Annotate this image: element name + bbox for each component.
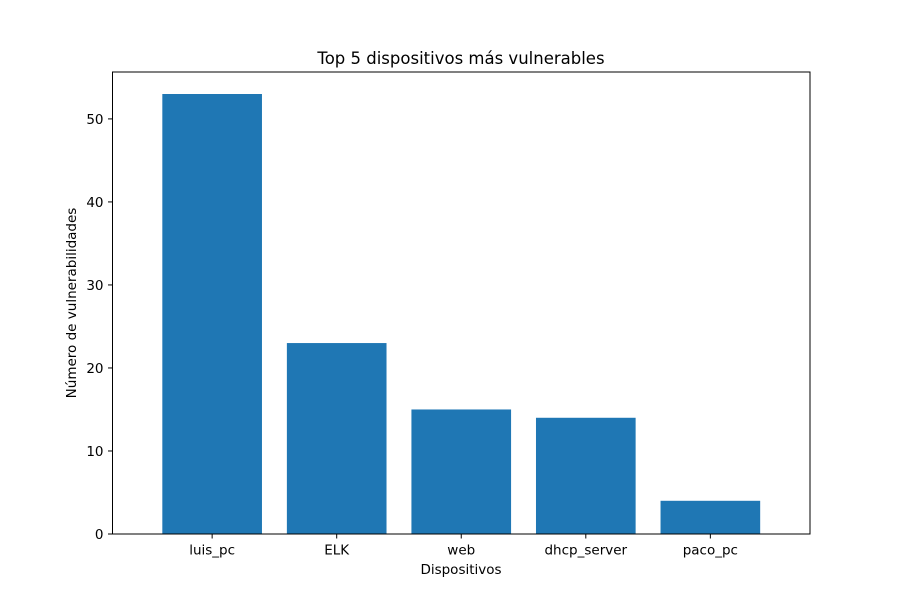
- bars: [162, 94, 761, 534]
- x-tick-label: dhcp_server: [544, 543, 627, 559]
- x-tick-label: luis_pc: [189, 543, 235, 559]
- y-tick-label: 40: [86, 195, 103, 211]
- y-tick-label: 50: [86, 112, 103, 128]
- x-tick-label: web: [447, 543, 475, 559]
- y-tick-label: 10: [86, 444, 103, 460]
- x-axis-ticks: luis_pc ELK web dhcp_server paco_pc: [189, 534, 738, 559]
- x-axis-label: Dispositivos: [420, 562, 501, 578]
- x-tick-label: paco_pc: [683, 543, 738, 559]
- bar-luis_pc: [162, 94, 262, 534]
- plot-frame: [112, 71, 811, 535]
- bar-dhcp_server: [535, 417, 636, 534]
- y-axis-label: Número de vulnerabilidades: [64, 208, 80, 399]
- bar-paco_pc: [660, 500, 761, 534]
- y-tick-label: 0: [95, 527, 104, 543]
- bar-ELK: [286, 343, 387, 534]
- chart-title: Top 5 dispositivos más vulnerables: [316, 49, 604, 68]
- y-tick-label: 20: [86, 361, 103, 377]
- y-axis-ticks: 0 10 20 30 40 50: [86, 112, 113, 543]
- bar-web: [411, 409, 512, 534]
- y-tick-label: 30: [86, 278, 103, 294]
- x-tick-label: ELK: [324, 543, 350, 559]
